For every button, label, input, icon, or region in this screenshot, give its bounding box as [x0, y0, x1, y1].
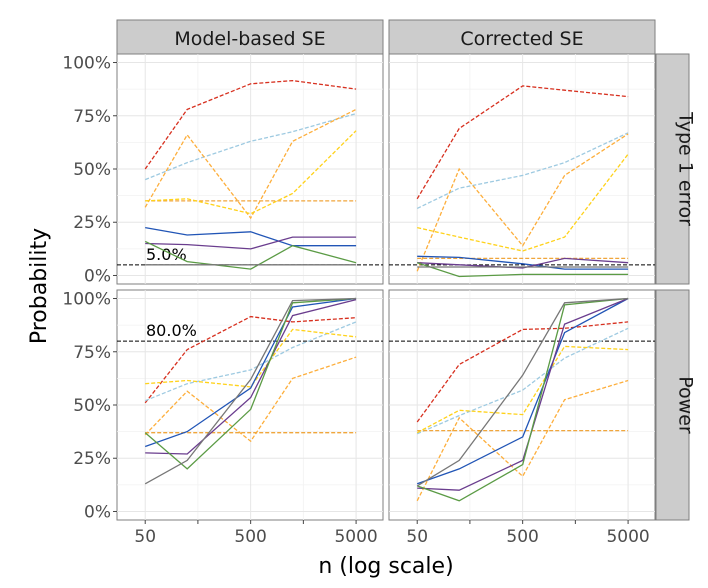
y-tick-label: 100% [62, 54, 111, 74]
y-tick-label: 25% [73, 449, 111, 469]
x-axis: 50 500 5000 50 500 5000 [134, 520, 650, 547]
series-line [144, 356, 357, 443]
column-strips: Model-based SE Corrected SE [116, 19, 656, 55]
y-tick-label: 75% [73, 343, 111, 363]
x-tick-label: 50 [134, 527, 156, 547]
series-line [145, 298, 357, 455]
x-tick-label: 500 [506, 527, 538, 547]
series-line [416, 85, 629, 200]
x-tick-label: 5000 [606, 527, 649, 547]
panel [388, 53, 656, 285]
series-line [416, 345, 629, 434]
y-tick-label: 0% [84, 502, 111, 522]
x-tick-label: 5000 [334, 527, 377, 547]
series-line [417, 255, 629, 270]
y-tick-label: 100% [62, 290, 111, 310]
panel: 80.0% [116, 289, 384, 521]
series-line [416, 379, 629, 502]
series-line [144, 315, 357, 404]
row-strips: Type 1 error Power [655, 53, 697, 521]
series-line [144, 297, 357, 470]
series-line [417, 297, 629, 491]
series-line [145, 130, 357, 215]
y-tick-label: 50% [73, 160, 111, 180]
series-line [144, 297, 357, 485]
facet-label-column: Corrected SE [460, 28, 583, 50]
x-tick-label: 50 [406, 527, 428, 547]
chart-panels: 5.0% 80.0% [116, 53, 656, 521]
facet-strip-column [116, 19, 384, 55]
series-line [417, 153, 629, 252]
facet-label-row: Type 1 error [675, 111, 697, 226]
series-line [416, 262, 629, 278]
y-tick-label: 0% [84, 266, 111, 286]
x-tick-label: 500 [234, 527, 266, 547]
series-line [144, 112, 357, 181]
series-line [416, 321, 629, 423]
y-axis: 0% 25% 50% 75% 100% 0% 25% 50% 75% 100% [62, 54, 117, 522]
panel [388, 289, 656, 521]
series-line [416, 132, 629, 209]
series-line [416, 297, 629, 487]
series-line [144, 240, 357, 270]
y-axis-title: Probability [27, 228, 52, 344]
y-tick-label: 50% [73, 396, 111, 416]
series-line [144, 79, 357, 170]
x-axis-title: n (log scale) [318, 554, 453, 579]
series-line [416, 133, 629, 272]
reference-label: 5.0% [146, 245, 187, 264]
series-line [144, 321, 357, 402]
facet-strip-column [388, 19, 656, 55]
facet-label-row: Power [675, 376, 697, 434]
panel: 5.0% [116, 53, 384, 285]
reference-label: 80.0% [146, 321, 197, 340]
series-line [144, 297, 357, 448]
series-line [416, 297, 629, 485]
series-line [417, 257, 629, 269]
series-line [144, 108, 357, 220]
series-line [145, 236, 357, 250]
facet-label-column: Model-based SE [174, 28, 325, 50]
series-line [416, 327, 629, 435]
facet-strip-row [655, 53, 690, 285]
series-line [145, 226, 357, 247]
y-tick-label: 75% [73, 107, 111, 127]
series-line [416, 297, 629, 502]
facet-strip-row [655, 289, 690, 521]
y-tick-label: 25% [73, 213, 111, 233]
